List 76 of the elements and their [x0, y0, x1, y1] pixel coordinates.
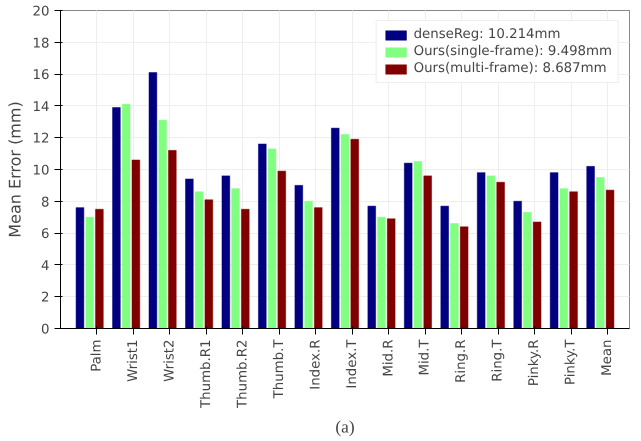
x-tick-label: Index.T [344, 338, 360, 389]
legend-label: denseReg: 10.214mm [414, 27, 560, 42]
bar [168, 150, 177, 328]
y-tick-label: 10 [32, 164, 50, 178]
x-tick-label: Thumb.R2 [235, 339, 250, 409]
bar [532, 221, 542, 328]
bar [414, 161, 422, 328]
bar [258, 144, 267, 328]
bar [122, 104, 131, 328]
bar [194, 191, 204, 328]
bar [486, 175, 496, 328]
bar [340, 134, 350, 328]
bar [240, 208, 250, 328]
bar [586, 166, 595, 328]
y-tick-label: 4 [41, 258, 50, 274]
y-tick-label: 12 [32, 132, 50, 147]
bar [404, 162, 413, 328]
y-tick-label: 18 [32, 36, 50, 52]
bar [569, 191, 578, 328]
bar [204, 199, 214, 328]
bar [377, 216, 386, 328]
x-tick-label: Mean [600, 339, 616, 376]
x-tick-label: Ring.R [454, 339, 470, 383]
bar [423, 175, 432, 328]
bar [131, 159, 140, 328]
bar [350, 138, 360, 328]
x-tick-label: Pinky.T [564, 338, 579, 386]
bar [95, 208, 104, 328]
bar [386, 218, 396, 328]
bar [513, 200, 522, 328]
x-tick-label: Mid.T [418, 338, 433, 376]
bar [148, 72, 158, 328]
bar [559, 188, 568, 328]
bar [460, 226, 469, 328]
bar [85, 216, 94, 328]
bar [314, 207, 323, 328]
y-tick-label: 20 [32, 4, 50, 20]
y-axis-title: Mean Error (mm) [6, 101, 25, 238]
bar [496, 182, 506, 328]
bar [550, 172, 559, 328]
x-tick-label: Pinky.R [527, 339, 542, 386]
x-tick-label: Thumb.T [272, 338, 287, 400]
bar [596, 176, 605, 328]
x-tick-label: Thumb.R1 [198, 339, 214, 409]
bar [221, 175, 230, 328]
bar [367, 206, 376, 328]
bar [158, 120, 168, 328]
x-tick-label: Index.R [308, 339, 324, 390]
y-tick-label: 14 [32, 100, 50, 115]
x-tick-label: Wrist2 [162, 339, 178, 382]
bar [294, 184, 304, 328]
y-tick-label: 16 [32, 68, 50, 84]
legend-label: Ours(multi-frame): 8.687mm [414, 61, 607, 76]
bar [606, 190, 614, 328]
bar [440, 206, 450, 328]
bar [330, 128, 340, 328]
bar [304, 200, 313, 328]
y-tick-label: 0 [41, 322, 50, 338]
bar [450, 223, 459, 328]
bar [184, 178, 194, 328]
bar [277, 170, 286, 328]
bar [76, 207, 84, 328]
bar [268, 148, 276, 328]
y-tick-label: 6 [41, 227, 50, 242]
bar [476, 172, 486, 328]
x-tick-label: Ring.T [490, 338, 506, 382]
y-tick-label: 8 [41, 195, 50, 210]
bar [522, 212, 532, 328]
legend-label: Ours(single-frame): 9.498mm [414, 44, 612, 59]
x-tick-label: Mid.R [381, 339, 396, 377]
bar [231, 188, 240, 328]
x-tick-label: Wrist1 [126, 339, 141, 382]
x-tick-label: Palm [89, 339, 104, 372]
text: (a) [335, 418, 355, 436]
y-tick-label: 2 [41, 290, 50, 306]
bar [112, 106, 121, 328]
